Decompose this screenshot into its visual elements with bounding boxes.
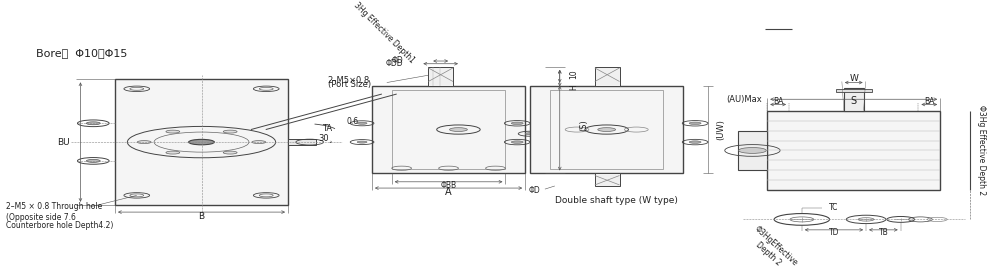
Circle shape — [165, 130, 179, 133]
Circle shape — [86, 122, 100, 125]
Bar — [115, 79, 288, 205]
Text: Φ3HgEffective
Depth 2: Φ3HgEffective Depth 2 — [745, 225, 799, 276]
Circle shape — [357, 141, 367, 143]
Text: S: S — [850, 96, 857, 106]
Text: (AU)Max: (AU)Max — [726, 95, 762, 104]
Text: (Port Size): (Port Size) — [327, 79, 371, 89]
Text: H: H — [570, 84, 579, 90]
Bar — [372, 86, 525, 173]
Text: Counterbore hole Depth4.2): Counterbore hole Depth4.2) — [6, 221, 114, 230]
Bar — [595, 67, 619, 86]
Text: TA: TA — [322, 124, 332, 133]
Text: BA: BA — [773, 97, 783, 106]
Circle shape — [598, 128, 615, 131]
Bar — [428, 67, 453, 86]
Text: TD: TD — [828, 229, 839, 237]
Text: Bore：  Φ10、Φ15: Bore： Φ10、Φ15 — [36, 48, 128, 58]
Text: (UW): (UW) — [716, 119, 725, 140]
Circle shape — [738, 148, 766, 153]
Bar — [767, 111, 940, 190]
Circle shape — [357, 122, 367, 124]
Circle shape — [252, 141, 266, 143]
Circle shape — [689, 141, 701, 143]
Circle shape — [138, 141, 151, 143]
Bar — [737, 130, 767, 170]
Bar — [391, 90, 505, 169]
Text: B: B — [198, 212, 204, 221]
Bar — [595, 173, 619, 186]
Text: BU: BU — [57, 138, 70, 147]
Circle shape — [223, 151, 237, 154]
Text: (S): (S) — [580, 119, 589, 131]
Bar — [836, 89, 871, 92]
Text: TC: TC — [828, 203, 838, 212]
Bar — [530, 86, 683, 173]
Text: 0.6: 0.6 — [346, 117, 359, 126]
Text: 3Hg Effective Depth1: 3Hg Effective Depth1 — [352, 1, 416, 65]
Bar — [844, 88, 863, 111]
Bar — [288, 139, 316, 145]
Text: (Opposite side 7.6: (Opposite side 7.6 — [6, 213, 76, 222]
Text: ΦD: ΦD — [528, 186, 540, 195]
Text: Double shaft type (W type): Double shaft type (W type) — [555, 196, 678, 205]
Circle shape — [188, 139, 214, 145]
Text: 30¸: 30¸ — [318, 134, 333, 142]
Circle shape — [450, 128, 468, 131]
Bar — [550, 90, 664, 169]
Text: ΦBB: ΦBB — [440, 181, 457, 191]
Text: A: A — [445, 187, 452, 197]
Text: ΦDD: ΦDD — [385, 59, 403, 68]
Circle shape — [525, 133, 535, 135]
Text: 2–M5×0.8: 2–M5×0.8 — [327, 76, 370, 85]
Text: 10: 10 — [570, 69, 579, 79]
Circle shape — [86, 160, 100, 162]
Text: W: W — [849, 74, 858, 83]
Text: TB: TB — [878, 229, 888, 237]
Circle shape — [223, 130, 237, 133]
Circle shape — [511, 141, 523, 143]
Text: 2–M5 × 0.8 Through hole: 2–M5 × 0.8 Through hole — [6, 202, 103, 211]
Text: ΦD: ΦD — [391, 56, 403, 65]
Circle shape — [511, 122, 523, 125]
Circle shape — [165, 151, 179, 154]
Text: BA: BA — [925, 97, 935, 106]
Text: Φ3Hg Effective Depth 2: Φ3Hg Effective Depth 2 — [977, 105, 986, 196]
Circle shape — [689, 122, 701, 125]
